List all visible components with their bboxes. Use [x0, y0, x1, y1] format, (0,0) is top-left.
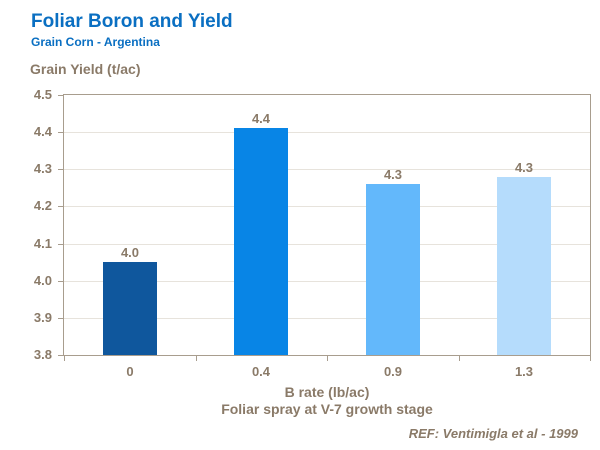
y-tick-label: 3.8 [33, 347, 52, 362]
y-tick-label: 4.2 [33, 198, 52, 213]
y-tick-mark [58, 318, 64, 319]
chart-title: Foliar Boron and Yield [31, 11, 233, 32]
y-tick-label: 4.1 [33, 236, 52, 251]
gridline [64, 244, 590, 245]
x-tick-label: 0 [126, 364, 134, 379]
x-tick-label: 0.4 [251, 364, 271, 379]
bar-1.3 [497, 177, 551, 355]
bar-value-label: 4.3 [383, 167, 403, 182]
plot-area [63, 94, 591, 356]
bar-0.4 [234, 128, 288, 355]
gridline [64, 169, 590, 170]
y-tick-label: 3.9 [33, 310, 52, 325]
chart-subtitle: Grain Corn - Argentina [31, 35, 160, 49]
y-tick-label: 4.4 [33, 124, 52, 139]
y-tick-label: 4.3 [33, 161, 52, 176]
y-tick-mark [58, 95, 64, 96]
y-tick-mark [58, 244, 64, 245]
x-tick-mark [459, 356, 460, 361]
bar-value-label: 4.0 [120, 245, 140, 260]
y-tick-label: 4.0 [33, 273, 52, 288]
bar-value-label: 4.4 [251, 111, 271, 126]
y-tick-mark [58, 281, 64, 282]
y-tick-label: 4.5 [33, 87, 52, 102]
gridline [64, 281, 590, 282]
x-axis-title: B rate (lb/ac) [284, 384, 370, 400]
x-axis-subtitle: Foliar spray at V-7 growth stage [221, 401, 433, 417]
y-tick-mark [58, 169, 64, 170]
bar-0 [103, 262, 157, 355]
x-tick-mark [327, 356, 328, 361]
reference-citation: REF: Ventimigla et al - 1999 [408, 426, 578, 441]
y-tick-mark [58, 132, 64, 133]
x-tick-label: 0.9 [383, 364, 403, 379]
x-tick-mark [590, 356, 591, 361]
bar-value-label: 4.3 [514, 160, 534, 175]
gridline [64, 132, 590, 133]
y-tick-mark [58, 355, 64, 356]
bar-0.9 [366, 184, 420, 355]
x-tick-mark [196, 356, 197, 361]
gridline [64, 318, 590, 319]
x-tick-label: 1.3 [514, 364, 534, 379]
x-tick-mark [64, 356, 65, 361]
y-axis-title: Grain Yield (t/ac) [30, 61, 141, 77]
gridline [64, 206, 590, 207]
y-tick-mark [58, 206, 64, 207]
